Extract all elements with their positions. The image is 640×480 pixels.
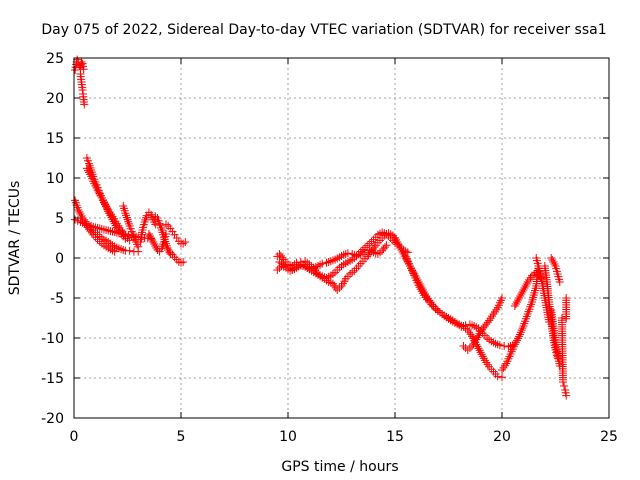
y-tick-label: 15 bbox=[46, 131, 64, 147]
data-point bbox=[79, 65, 88, 74]
x-axis-label: GPS time / hours bbox=[281, 459, 398, 475]
data-point bbox=[110, 247, 119, 256]
data-point bbox=[498, 294, 506, 302]
data-point bbox=[134, 242, 143, 251]
data-point bbox=[495, 341, 504, 350]
x-tick-label: 10 bbox=[279, 429, 297, 445]
plot-frame bbox=[73, 57, 610, 419]
data-point bbox=[500, 342, 509, 350]
x-tick-label: 15 bbox=[386, 429, 404, 445]
data-point bbox=[382, 241, 391, 250]
y-tick-label: -15 bbox=[41, 371, 64, 387]
y-tick-label: 25 bbox=[46, 51, 64, 67]
data-points bbox=[71, 55, 571, 400]
y-tick-label: -10 bbox=[41, 331, 64, 347]
data-point bbox=[560, 382, 569, 390]
y-tick-label: 0 bbox=[55, 251, 64, 267]
x-tick-label: 5 bbox=[177, 429, 186, 445]
chart-title: Day 075 of 2022, Sidereal Day-to-day VTE… bbox=[41, 22, 606, 38]
x-tick-label: 20 bbox=[493, 429, 511, 445]
data-point bbox=[352, 251, 361, 260]
data-point bbox=[181, 238, 190, 246]
y-tick-label: -5 bbox=[50, 291, 64, 307]
data-point bbox=[461, 321, 470, 330]
data-point bbox=[493, 372, 502, 381]
data-point bbox=[77, 58, 86, 66]
x-tick-label: 25 bbox=[600, 429, 618, 445]
data-point bbox=[179, 258, 188, 266]
data-point bbox=[318, 259, 327, 268]
y-tick-label: 5 bbox=[55, 211, 64, 227]
data-point bbox=[125, 236, 134, 245]
data-point bbox=[361, 246, 370, 255]
data-point bbox=[80, 100, 89, 109]
y-tick-label: 10 bbox=[46, 171, 64, 187]
y-tick-label: 20 bbox=[46, 91, 64, 107]
x-tick-label: 0 bbox=[70, 429, 79, 445]
data-point bbox=[151, 220, 160, 229]
axis-ticks: 0 5 10 15 20 25 -20 -15 -10 -5 0 5 10 15 20 25 bbox=[41, 51, 618, 445]
data-point bbox=[343, 249, 352, 258]
y-axis-label: SDTVAR / TECUs bbox=[7, 181, 23, 296]
data-point bbox=[555, 278, 564, 286]
y-tick-label: -20 bbox=[41, 411, 64, 427]
data-point bbox=[558, 378, 567, 386]
data-point bbox=[125, 246, 134, 255]
data-point bbox=[562, 391, 571, 400]
data-point bbox=[562, 314, 571, 323]
data-point bbox=[498, 373, 506, 382]
